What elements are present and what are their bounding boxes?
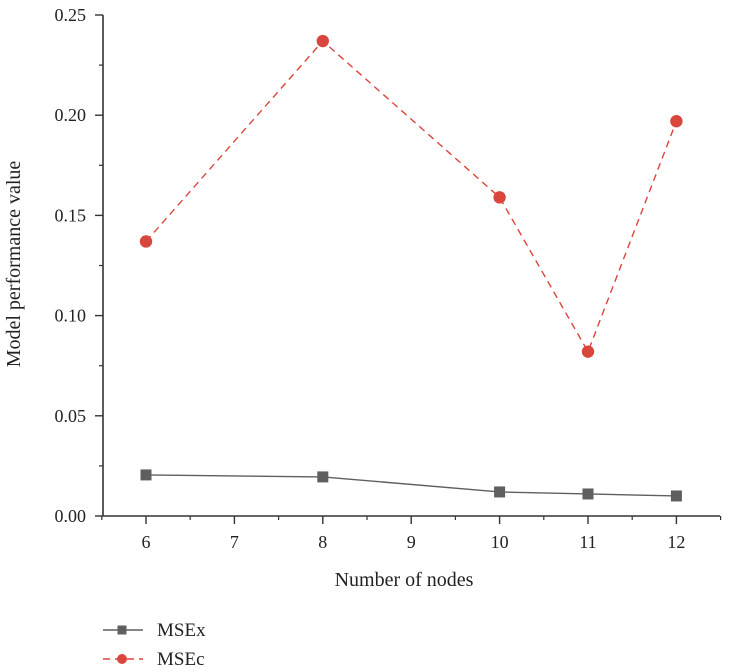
data-point-msex xyxy=(140,469,152,481)
axes xyxy=(102,15,720,517)
y-axis-title: Model performance value xyxy=(3,161,25,368)
data-point-msex xyxy=(494,486,506,498)
x-tick-label: 6 xyxy=(142,532,151,552)
x-axis-title: Number of nodes xyxy=(335,569,474,591)
ticks: 6 7 8 9 10 11 12 0.00 0.05 0.10 0.15 0.20 0.25 xyxy=(55,5,722,552)
legend-label: MSEc xyxy=(157,649,205,670)
series-msex xyxy=(140,469,682,502)
legend-label: MSEx xyxy=(157,620,206,641)
series-msec xyxy=(139,34,683,358)
series xyxy=(139,34,683,502)
y-tick-label: 0.25 xyxy=(55,5,87,25)
x-tick-label: 10 xyxy=(491,532,509,552)
data-point-msex xyxy=(670,490,682,502)
x-tick-label: 12 xyxy=(667,532,685,552)
y-tick-label: 0.15 xyxy=(55,205,87,225)
data-point-msec xyxy=(139,235,153,248)
data-point-msec xyxy=(493,191,506,204)
data-point-msec xyxy=(316,34,329,48)
legend-marker xyxy=(117,654,127,664)
y-tick-label: 0.10 xyxy=(55,306,87,326)
legend: MSEx MSEc xyxy=(103,620,206,670)
data-point-msec xyxy=(581,345,595,358)
data-point-msec xyxy=(670,115,683,128)
y-tick-label: 0.20 xyxy=(55,105,87,125)
data-point-msex xyxy=(582,488,594,500)
y-tick-label: 0.00 xyxy=(55,506,87,526)
data-point-msex xyxy=(317,471,329,483)
legend-item-msec: MSEc xyxy=(103,649,205,670)
x-tick-label: 8 xyxy=(318,532,327,552)
legend-marker xyxy=(117,625,127,635)
x-tick-label: 9 xyxy=(407,532,416,552)
y-tick-label: 0.05 xyxy=(55,406,87,426)
series-line-msec xyxy=(145,40,678,354)
series-line-msex xyxy=(145,474,677,497)
x-tick-label: 11 xyxy=(579,532,596,552)
x-tick-label: 7 xyxy=(230,532,239,552)
legend-item-msex: MSEx xyxy=(103,620,206,641)
